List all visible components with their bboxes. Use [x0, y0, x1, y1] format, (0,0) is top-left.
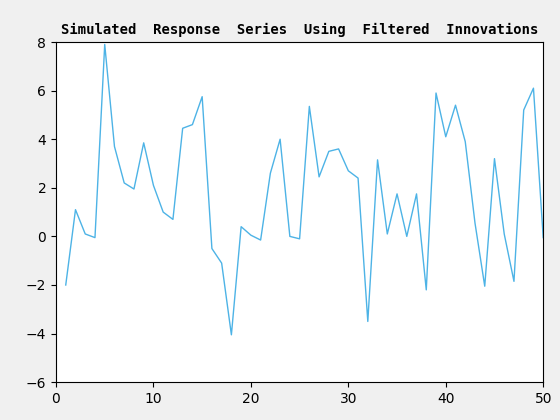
Title: Simulated  Response  Series  Using  Filtered  Innovations: Simulated Response Series Using Filtered… [61, 23, 538, 37]
